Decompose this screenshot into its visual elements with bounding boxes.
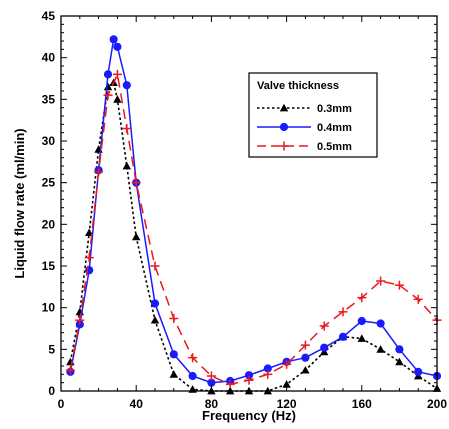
data-point bbox=[376, 319, 385, 328]
data-point bbox=[338, 307, 348, 317]
data-point bbox=[122, 81, 131, 90]
data-point bbox=[75, 315, 85, 325]
legend-label: 0.5mm bbox=[317, 141, 352, 153]
data-point bbox=[357, 293, 367, 303]
data-point bbox=[132, 232, 141, 241]
data-point bbox=[150, 315, 160, 324]
data-point bbox=[109, 35, 118, 44]
legend-label: 0.3mm bbox=[317, 103, 352, 115]
legend: Valve thickness 0.3mm 0.4mm 0.5mm bbox=[248, 72, 378, 158]
data-point bbox=[65, 365, 75, 375]
data-point bbox=[225, 379, 235, 389]
data-point bbox=[244, 375, 254, 385]
x-tick-label: 200 bbox=[427, 397, 447, 411]
legend-title: Valve thickness bbox=[257, 80, 339, 92]
data-point bbox=[395, 357, 404, 366]
x-tick-label: 160 bbox=[352, 397, 372, 411]
x-tick-label: 80 bbox=[205, 397, 219, 411]
axis-tick-labels: 0 40 80 120 160 200 0 5 10 15 20 25 30 35 40 45 bbox=[42, 9, 448, 411]
data-point bbox=[188, 353, 198, 363]
series-0.5mm bbox=[65, 69, 442, 389]
legend-marker bbox=[279, 103, 289, 112]
data-point bbox=[394, 280, 404, 290]
data-point bbox=[357, 334, 366, 342]
y-tick-label: 30 bbox=[42, 134, 56, 148]
data-point bbox=[282, 380, 291, 388]
y-tick-label: 20 bbox=[42, 217, 56, 231]
data-point bbox=[150, 299, 160, 308]
data-point bbox=[122, 161, 131, 170]
data-point bbox=[122, 124, 132, 133]
legend-item: 0.3mm bbox=[257, 103, 352, 115]
data-point bbox=[282, 359, 292, 369]
data-point bbox=[376, 276, 386, 286]
data-point bbox=[301, 353, 310, 362]
data-point bbox=[357, 316, 366, 326]
x-tick-label: 120 bbox=[277, 397, 297, 411]
y-tick-label: 40 bbox=[42, 51, 56, 65]
legend-marker bbox=[279, 122, 289, 132]
data-point bbox=[169, 370, 178, 378]
series-line bbox=[69, 73, 438, 386]
y-tick-label: 45 bbox=[42, 9, 56, 23]
legend-item: 0.5mm bbox=[257, 141, 352, 153]
data-point bbox=[319, 321, 329, 331]
legend-label: 0.4mm bbox=[317, 122, 352, 134]
data-point bbox=[301, 365, 310, 374]
data-point bbox=[188, 371, 197, 381]
data-point bbox=[131, 178, 141, 188]
data-point bbox=[150, 261, 160, 271]
y-tick-label: 0 bbox=[48, 384, 55, 398]
data-point bbox=[206, 371, 216, 381]
data-point bbox=[103, 70, 113, 79]
data-point bbox=[338, 332, 348, 341]
legend-box bbox=[248, 72, 378, 158]
data-point bbox=[112, 69, 122, 79]
y-axis-title: Liquid flow rate (ml/min) bbox=[12, 128, 27, 278]
legend-marker bbox=[279, 141, 289, 151]
x-tick-label: 40 bbox=[130, 397, 144, 411]
y-tick-label: 15 bbox=[42, 259, 56, 273]
y-tick-label: 35 bbox=[42, 92, 56, 106]
x-tick-label: 0 bbox=[58, 397, 65, 411]
y-tick-label: 5 bbox=[48, 342, 55, 356]
data-point bbox=[413, 294, 423, 304]
data-point bbox=[263, 369, 273, 379]
axis-ticks bbox=[60, 15, 438, 392]
data-point bbox=[113, 42, 122, 51]
data-point bbox=[169, 314, 179, 323]
data-point bbox=[113, 95, 122, 103]
x-axis-title: Frequency (Hz) bbox=[202, 408, 296, 423]
data-point bbox=[320, 343, 329, 352]
data-point bbox=[84, 253, 94, 263]
legend-item: 0.4mm bbox=[257, 122, 352, 134]
data-point bbox=[300, 340, 310, 350]
data-point bbox=[376, 345, 385, 353]
y-tick-label: 10 bbox=[42, 301, 56, 315]
data-point bbox=[414, 367, 423, 376]
y-tick-label: 25 bbox=[42, 176, 56, 190]
data-point bbox=[103, 90, 113, 100]
data-point bbox=[169, 350, 178, 359]
data-point bbox=[395, 345, 404, 354]
data-point bbox=[94, 167, 104, 177]
